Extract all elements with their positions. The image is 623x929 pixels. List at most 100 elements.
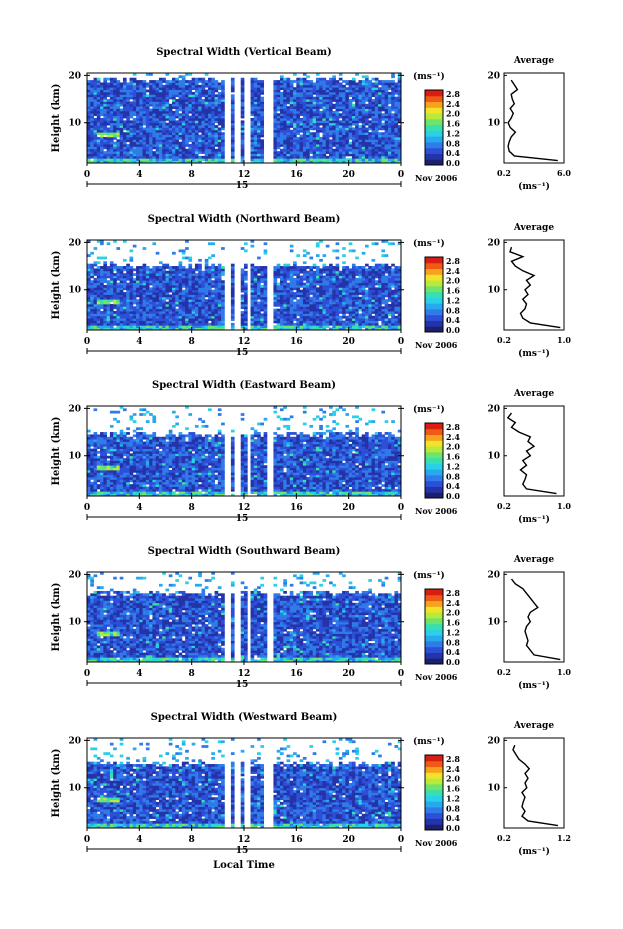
heatmap-cell bbox=[286, 118, 291, 121]
heatmap-cell bbox=[253, 266, 258, 269]
heatmap-cell bbox=[309, 84, 314, 88]
heatmap-cell bbox=[178, 94, 183, 98]
heatmap-cell bbox=[312, 153, 317, 157]
heatmap-cell bbox=[152, 80, 157, 83]
heatmap-cell bbox=[158, 296, 163, 300]
heatmap-cell bbox=[361, 139, 366, 143]
heatmap-cell bbox=[201, 84, 206, 88]
heatmap-cell bbox=[139, 141, 143, 145]
heatmap-cell bbox=[168, 136, 173, 140]
heatmap-cell bbox=[152, 273, 157, 276]
heatmap-cell bbox=[322, 96, 327, 100]
heatmap-cell bbox=[191, 327, 196, 331]
heatmap-cell bbox=[145, 129, 150, 133]
heatmap-cell bbox=[136, 285, 140, 288]
heatmap-cell bbox=[126, 118, 130, 121]
heatmap-cell bbox=[113, 120, 117, 124]
heatmap-cell bbox=[139, 289, 143, 293]
heatmap-cell bbox=[198, 296, 202, 300]
heatmap-cell bbox=[168, 285, 173, 288]
heatmap-cell bbox=[185, 148, 189, 152]
heatmap-cell bbox=[129, 153, 134, 157]
heatmap-cell bbox=[116, 292, 121, 295]
heatmap-cell bbox=[109, 84, 114, 88]
heatmap-cell bbox=[129, 129, 134, 133]
heatmap-cell bbox=[365, 94, 369, 98]
heatmap-cell bbox=[93, 303, 98, 307]
heatmap-cell bbox=[198, 287, 202, 291]
x-tick-label: 0 bbox=[84, 170, 90, 180]
heatmap-cell bbox=[122, 299, 127, 302]
heatmap-cell bbox=[365, 134, 369, 138]
heatmap-cell bbox=[113, 84, 117, 88]
heatmap-cell bbox=[244, 315, 248, 319]
heatmap-cell bbox=[230, 155, 235, 159]
heatmap-cell bbox=[126, 327, 130, 331]
heatmap-cell bbox=[198, 87, 202, 90]
heatmap-cell bbox=[175, 103, 179, 107]
heatmap-cell bbox=[302, 308, 307, 312]
heatmap-cell bbox=[132, 273, 137, 276]
heatmap-cell bbox=[319, 115, 323, 119]
heatmap-cell bbox=[351, 141, 356, 145]
heatmap-cell bbox=[273, 146, 278, 150]
heatmap-cell bbox=[145, 299, 150, 302]
heatmap-cell bbox=[155, 160, 160, 164]
heatmap-cell bbox=[162, 282, 166, 286]
heatmap-cell bbox=[208, 256, 212, 260]
heatmap-cell bbox=[165, 292, 170, 295]
heatmap-cell bbox=[283, 315, 287, 319]
heatmap-cell bbox=[329, 280, 333, 284]
heatmap-cell bbox=[142, 110, 147, 114]
heatmap-cell bbox=[293, 108, 297, 112]
heatmap-cell bbox=[358, 108, 363, 112]
heatmap-cell bbox=[397, 82, 402, 86]
heatmap-cell bbox=[335, 115, 340, 119]
heatmap-cell bbox=[145, 103, 150, 107]
heatmap-cell bbox=[145, 101, 150, 105]
heatmap-cell bbox=[355, 127, 359, 131]
heatmap-cell bbox=[165, 320, 170, 324]
heatmap-cell bbox=[113, 132, 117, 135]
heatmap-cell bbox=[296, 280, 300, 284]
heatmap-cell bbox=[185, 103, 189, 107]
heatmap-cell bbox=[178, 155, 183, 159]
heatmap-cell bbox=[348, 110, 353, 114]
heatmap-cell bbox=[296, 266, 300, 269]
heatmap-cell bbox=[162, 120, 166, 124]
heatmap-cell bbox=[217, 113, 222, 117]
heatmap-cell bbox=[168, 89, 173, 93]
heatmap-cell bbox=[253, 268, 258, 272]
heatmap-cell bbox=[162, 266, 166, 269]
heatmap-cell bbox=[335, 144, 340, 147]
heatmap-cell bbox=[315, 270, 320, 274]
heatmap-cell bbox=[378, 106, 382, 109]
heatmap-cell bbox=[293, 134, 297, 138]
heatmap-cell bbox=[332, 270, 336, 274]
heatmap-cell bbox=[387, 82, 392, 86]
heatmap-cell bbox=[109, 160, 114, 164]
panel-1: Spectral Width (Vertical Beam)2010Height… bbox=[51, 47, 571, 192]
heatmap-cell bbox=[113, 89, 117, 93]
heatmap-cell bbox=[273, 327, 278, 331]
heatmap-cell bbox=[394, 108, 399, 112]
heatmap-cell bbox=[194, 277, 199, 281]
heatmap-cell bbox=[93, 84, 98, 88]
heatmap-cell bbox=[306, 118, 310, 121]
heatmap-cell bbox=[276, 122, 281, 126]
heatmap-cell bbox=[378, 144, 382, 147]
heatmap-cell bbox=[90, 308, 94, 312]
heatmap-cell bbox=[119, 115, 124, 119]
heatmap-cell bbox=[191, 296, 196, 300]
heatmap-cell bbox=[87, 301, 91, 305]
heatmap-cell bbox=[322, 315, 327, 319]
heatmap-cell bbox=[103, 263, 108, 267]
heatmap-cell bbox=[289, 301, 294, 305]
heatmap-cell bbox=[119, 294, 124, 298]
heatmap-cell bbox=[293, 160, 297, 164]
heatmap-cell bbox=[145, 151, 150, 154]
heatmap-cell bbox=[194, 99, 199, 102]
heatmap-cell bbox=[204, 153, 209, 157]
heatmap-cell bbox=[302, 311, 307, 314]
heatmap-cell bbox=[374, 84, 379, 88]
